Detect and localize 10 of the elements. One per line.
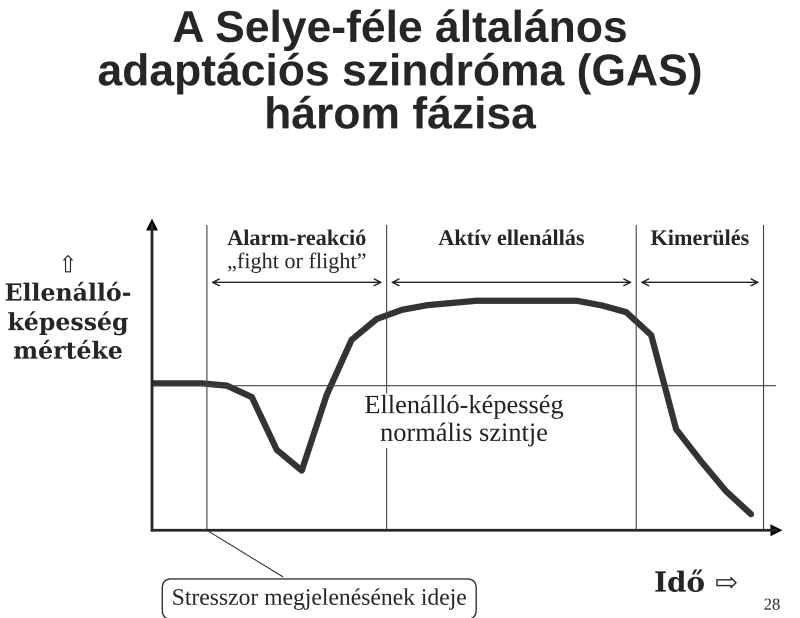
ref-line-label: Ellenálló-képesség normális szintje [365, 394, 564, 446]
text: Stresszor megjelenésének ideje [173, 588, 466, 610]
text: Aktív ellenállás [438, 230, 584, 246]
text: „fight or flight” [228, 252, 366, 273]
text: Alarm-reakció [227, 230, 366, 246]
text: 28 [764, 598, 780, 610]
chart-title: A Selye-féle általános adaptációs szindróma (GAS) három fázisa [98, 9, 700, 129]
text: Kimerülés [650, 230, 749, 246]
y-axis-title: ⇧ Ellenálló- képesség mértéke [6, 254, 130, 359]
x-axis-title: Idő ⇨ [655, 569, 737, 592]
